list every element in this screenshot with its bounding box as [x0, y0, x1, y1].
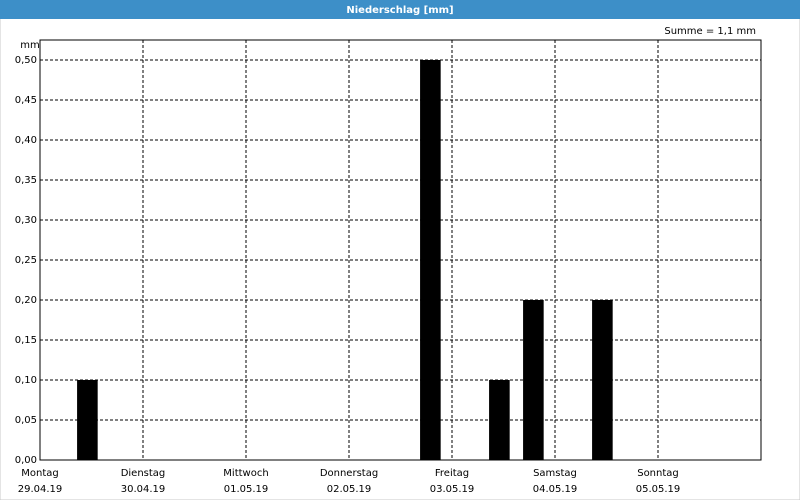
x-tick-label: Montag [21, 468, 58, 479]
x-tick-date: 01.05.19 [224, 484, 269, 495]
y-tick-label: 0,30 [15, 215, 37, 226]
y-tick-label: 0,35 [15, 175, 37, 186]
x-tick-date: 29.04.19 [18, 484, 63, 495]
y-tick-label: 0,00 [15, 455, 37, 466]
x-tick-label: Freitag [435, 468, 469, 479]
y-tick-label: 0,05 [15, 415, 37, 426]
x-tick-date: 04.05.19 [533, 484, 578, 495]
bar [420, 60, 441, 460]
x-tick-date: 02.05.19 [327, 484, 372, 495]
y-tick-label: 0,10 [15, 375, 37, 386]
bar [592, 300, 613, 460]
x-tick-label: Sonntag [637, 468, 679, 479]
bar [489, 380, 510, 460]
x-tick-label: Samstag [533, 468, 577, 479]
y-tick-label: 0,45 [15, 95, 37, 106]
x-tick-label: Mittwoch [223, 468, 268, 479]
plot-frame [39, 39, 762, 461]
chart-title: Niederschlag [mm] [346, 5, 453, 16]
y-tick-label: 0,40 [15, 135, 37, 146]
x-tick-label: Dienstag [121, 468, 166, 479]
x-tick-date: 30.04.19 [121, 484, 166, 495]
x-tick-date: 03.05.19 [430, 484, 475, 495]
bar [77, 380, 98, 460]
y-tick-label: 0,20 [15, 295, 37, 306]
y-tick-label: 0,50 [15, 55, 37, 66]
y-tick-label: 0,25 [15, 255, 37, 266]
bar [523, 300, 544, 460]
summary: Summe = 1,1 mm [664, 26, 756, 37]
y-tick-label: 0,15 [15, 335, 37, 346]
y-axis-label: mm [20, 40, 39, 51]
x-tick-date: 05.05.19 [636, 484, 681, 495]
x-tick-label: Donnerstag [320, 468, 378, 479]
title-bar [0, 0, 800, 19]
